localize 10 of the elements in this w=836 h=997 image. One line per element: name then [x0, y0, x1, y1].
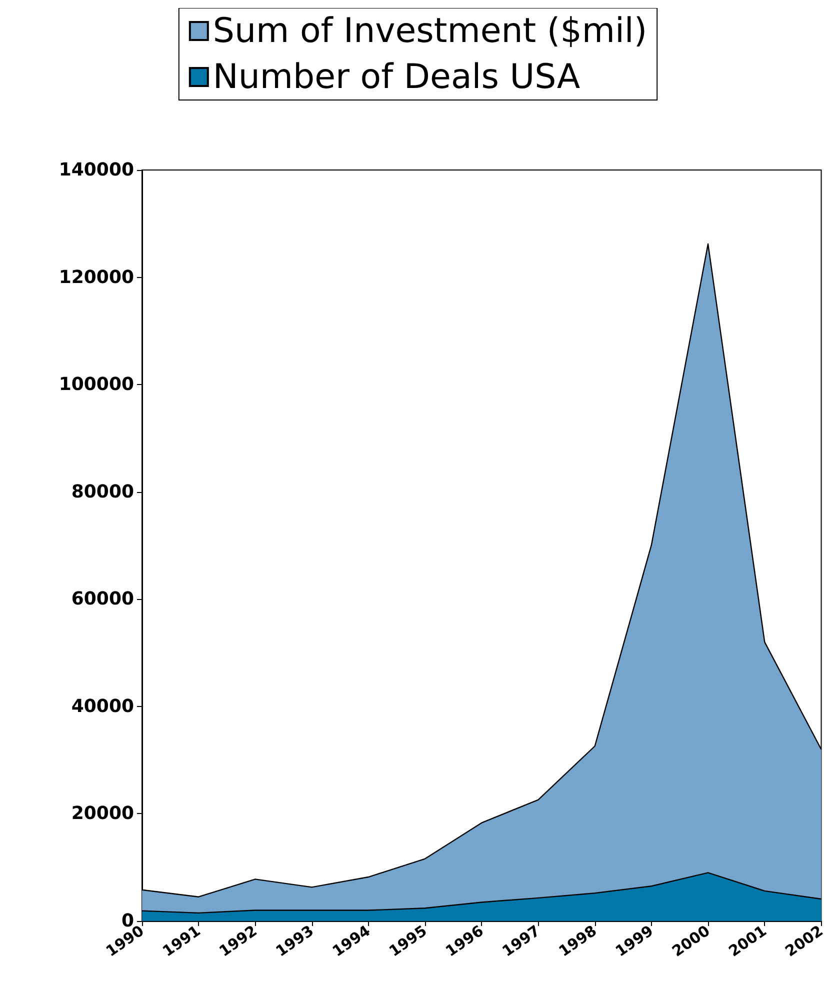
y-tick-label: 40000 — [71, 696, 134, 717]
y-tick-label: 80000 — [71, 481, 134, 502]
y-tick-label: 0 — [121, 910, 134, 932]
y-tick-label: 20000 — [71, 803, 134, 824]
y-tick-label: 140000 — [58, 160, 134, 180]
y-tick-label: 100000 — [58, 374, 134, 396]
y-tick-label: 120000 — [58, 266, 134, 288]
legend-label: Sum of Investment ($mil) — [212, 11, 648, 51]
legend-label: Number of Deals USA — [212, 57, 580, 97]
y-tick-label: 60000 — [71, 588, 134, 610]
